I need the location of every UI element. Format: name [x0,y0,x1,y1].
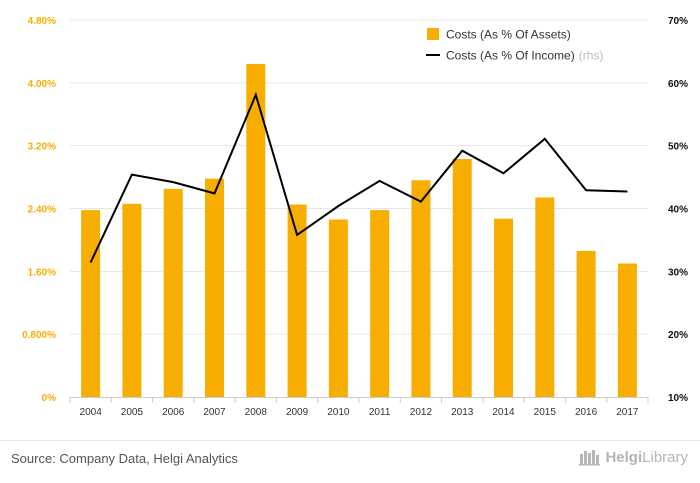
y-right-tick-label: 70% [668,16,688,27]
bar-2006 [163,188,183,397]
footer: Source: Company Data, Helgi Analytics He… [0,440,700,483]
legend-label-line: Costs (As % Of Income) (rhs) [446,49,603,63]
y-right-tick-label: 50% [668,142,688,153]
x-tick-label: 2017 [616,407,639,418]
y-right-tick-label: 40% [668,205,688,216]
bar-2012 [411,180,431,397]
bar-2015 [535,197,555,397]
y-left-tick-label: 2.40% [28,205,56,216]
legend-label-line-name: Costs (As % Of Income) [446,49,575,63]
y-right-tick-label: 10% [668,393,688,404]
legend-label-line-suffix: (rhs) [579,49,604,63]
x-tick-label: 2008 [245,407,268,418]
gridlines [70,19,648,335]
y-right-tick-label: 20% [668,330,688,341]
bar-2016 [576,250,596,397]
legend-label-bar: Costs (As % Of Assets) [446,28,571,42]
x-tick-label: 2004 [80,407,103,418]
logo-text: HelgiLibrary [605,449,688,466]
y-left-tick-label: 4.80% [28,16,56,27]
combo-chart: 0% 0.800% 1.60% 2.40% 3.20% 4.00% 4.80% 10% 20% 3… [22,16,688,418]
bar-2007 [205,178,224,397]
bar-2009 [287,204,307,397]
y-left-tick-label: 3.20% [28,142,56,153]
x-tick-label: 2013 [451,407,474,418]
x-tick-label: 2016 [575,407,598,418]
line-series [89,91,628,263]
x-tick-label: 2007 [203,407,226,418]
bar-2017 [617,263,637,397]
logo-text-library: Library [642,448,688,466]
x-tick-label: 2014 [492,407,515,418]
x-tick-label: 2012 [410,407,433,418]
bar-2011 [370,210,390,397]
x-tick-label: 2015 [534,407,557,418]
axes: 0% 0.800% 1.60% 2.40% 3.20% 4.00% 4.80% 10% 20% 3… [22,16,688,418]
x-tick-label: 2009 [286,407,309,418]
y-right-tick-label: 60% [668,79,688,90]
y-left-tick-label: 0% [42,393,57,404]
bar-2005 [122,203,142,397]
bar-2013 [452,159,472,397]
line-costs-income [89,91,628,263]
bar-2004 [81,210,101,397]
bar-2010 [328,219,348,397]
brand-logo: HelgiLibrary [579,448,688,466]
x-tick-label: 2006 [162,407,185,418]
logo-text-helgi: Helgi [605,448,643,466]
bar-series [81,63,637,397]
legend: Costs (As % Of Assets) Costs (As % Of In… [426,28,603,63]
bar-2008 [246,63,266,397]
y-left-tick-label: 4.00% [28,79,56,90]
legend-swatch-bar [427,28,439,40]
library-logo-icon [579,450,601,466]
bar-2014 [494,218,513,397]
source-note: Source: Company Data, Helgi Analytics [11,451,238,466]
y-left-tick-label: 0.800% [22,330,56,341]
y-left-tick-label: 1.60% [28,267,56,278]
x-tick-label: 2011 [369,407,391,418]
x-tick-label: 2010 [327,407,350,418]
x-tick-label: 2005 [121,407,144,418]
y-right-tick-label: 30% [668,267,688,278]
